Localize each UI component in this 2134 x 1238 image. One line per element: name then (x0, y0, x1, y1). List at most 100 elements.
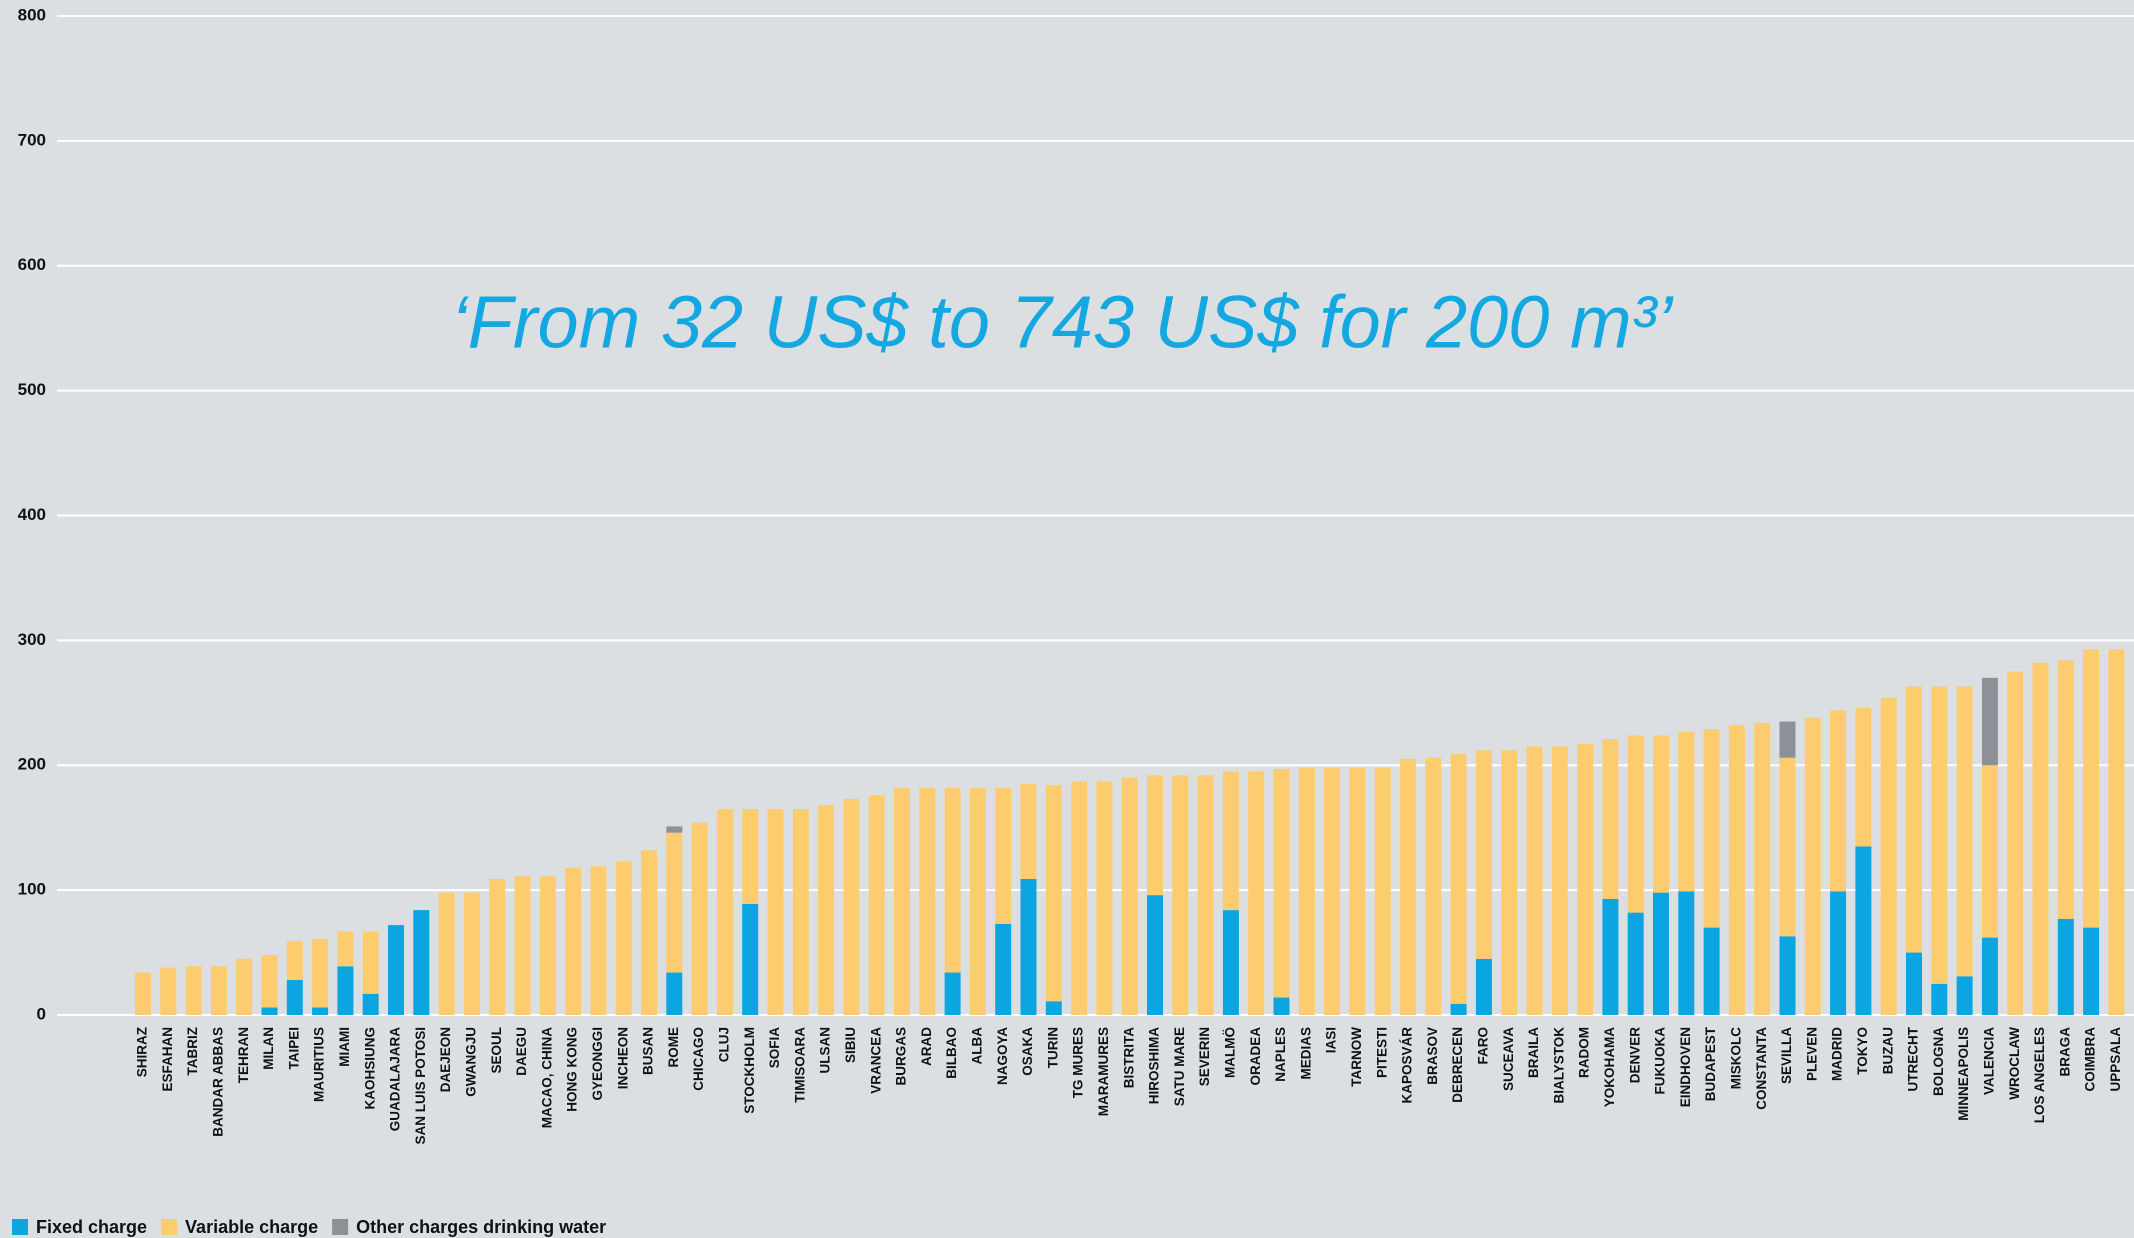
bar-segment (1678, 891, 1695, 1015)
x-tick-label: SAN LUIS POTOSI (413, 1027, 428, 1145)
bar-segment (1273, 768, 1290, 998)
x-tick-label: STOCKHOLM (742, 1027, 757, 1114)
x-tick-label: TEHRAN (236, 1027, 251, 1083)
bar-segment (413, 910, 430, 1015)
bar-segment (1602, 739, 1619, 899)
y-tick-label: 800 (18, 5, 46, 24)
bar-segment (1248, 771, 1265, 1015)
bar-segment (1931, 686, 1948, 984)
legend-swatch (332, 1219, 349, 1235)
bar-segment (1071, 781, 1088, 1015)
x-tick-label: GUADALAJARA (388, 1027, 403, 1132)
bar-segment (2083, 649, 2100, 928)
bar-segment (337, 966, 354, 1015)
bar-segment (1475, 750, 1492, 959)
x-tick-label: MARAMURES (1096, 1027, 1111, 1116)
bar-segment (1020, 878, 1037, 1015)
bar-segment (1830, 891, 1847, 1015)
bar-segment (1956, 686, 1973, 977)
x-tick-label: VRANCEA (868, 1027, 883, 1094)
bar-segment (1728, 725, 1745, 1015)
bar-segment (210, 966, 227, 1015)
x-tick-label: TARNOW (1349, 1027, 1364, 1087)
x-tick-label: MAURITIUS (312, 1027, 327, 1102)
x-tick-label: BILBAO (944, 1027, 959, 1079)
bar-segment (1045, 785, 1062, 1002)
bar-segment (1779, 936, 1796, 1015)
bar-segment (818, 805, 835, 1015)
bar-segment (742, 903, 759, 1015)
bar-segment (1121, 777, 1138, 1015)
bar-segment (641, 850, 657, 1015)
bar-segment (2083, 927, 2100, 1015)
x-tick-label: EINDHOVEN (1678, 1027, 1693, 1107)
bar-segment (1627, 912, 1644, 1015)
bar-segment (1020, 783, 1037, 879)
x-tick-label: MACAO, CHINA (539, 1027, 554, 1128)
bar-segment (286, 941, 303, 981)
bar-segment (1602, 898, 1619, 1015)
bar-segment (514, 876, 531, 1015)
x-tick-label: COIMBRA (2083, 1027, 2098, 1092)
y-tick-label: 300 (18, 630, 46, 649)
x-tick-label: PLEVEN (1804, 1027, 1819, 1081)
bar-segment (1855, 707, 1872, 847)
bar-segment (1804, 717, 1821, 1015)
y-tick-label: 600 (18, 255, 46, 274)
x-tick-label: BUZAU (1880, 1027, 1895, 1074)
bar-segment (236, 958, 253, 1015)
legend-label: Other charges drinking water (356, 1217, 606, 1237)
bar-segment (1779, 721, 1796, 758)
bar-segment (261, 1007, 278, 1015)
x-tick-label: SHIRAZ (135, 1027, 150, 1077)
bar-segment (1450, 1003, 1467, 1015)
x-tick-label: UTRECHT (1906, 1026, 1921, 1091)
bar-segment (1222, 771, 1239, 911)
x-tick-label: TURIN (1045, 1027, 1060, 1068)
x-tick-label: BURGAS (894, 1027, 909, 1086)
bar-segment (1197, 775, 1214, 1015)
bar-segment (135, 972, 151, 1015)
bar-segment (1147, 895, 1163, 1015)
x-tick-label: MILAN (261, 1027, 276, 1070)
bar-segment (1374, 767, 1391, 1015)
x-tick-label: SIBIU (843, 1027, 858, 1063)
bar-segment (539, 876, 556, 1015)
bar-segment (894, 787, 910, 1015)
x-tick-label: ROME (666, 1027, 681, 1068)
x-tick-label: BANDAR ABBAS (210, 1027, 225, 1137)
x-tick-label: ESFAHAN (160, 1027, 175, 1092)
bar-segment (1501, 750, 1518, 1015)
bar-segment (1551, 746, 1568, 1015)
bar-segment (388, 925, 404, 1015)
x-tick-label: MADRID (1830, 1027, 1845, 1081)
x-tick-label: DEBRECEN (1450, 1027, 1465, 1103)
bar-segment (1981, 677, 1998, 766)
bar-segment (716, 808, 733, 1015)
bar-segment (2057, 918, 2074, 1015)
bar-segment (286, 980, 303, 1015)
bar-segment (767, 808, 784, 1015)
bar-segment (1981, 765, 1998, 938)
x-tick-label: WROCLAW (2007, 1027, 2022, 1100)
x-tick-label: NAGOYA (995, 1027, 1010, 1085)
x-tick-label: SOFIA (767, 1027, 782, 1069)
bar-segment (312, 1007, 329, 1015)
x-tick-label: BUDAPEST (1703, 1026, 1718, 1101)
bar-segment (1324, 767, 1341, 1015)
x-tick-label: BOLOGNA (1931, 1027, 1946, 1096)
x-tick-label: SEVILLA (1779, 1027, 1794, 1084)
annotation: ‘From 32 US$ to 743 US$ for 200 m³’ (451, 281, 1674, 364)
bar-segment (1273, 997, 1290, 1015)
legend-swatch (12, 1219, 28, 1235)
bar-segment (792, 808, 809, 1015)
bar-segment (1653, 892, 1669, 1015)
x-tick-label: SEVERIN (1197, 1027, 1212, 1086)
bar-segment (868, 795, 885, 1015)
bar-segment (362, 993, 379, 1015)
x-tick-label: CHICAGO (691, 1027, 706, 1091)
bar-segment (1096, 781, 1113, 1015)
x-tick-label: ULSAN (818, 1027, 833, 1074)
bar-segment (2007, 671, 2024, 1015)
